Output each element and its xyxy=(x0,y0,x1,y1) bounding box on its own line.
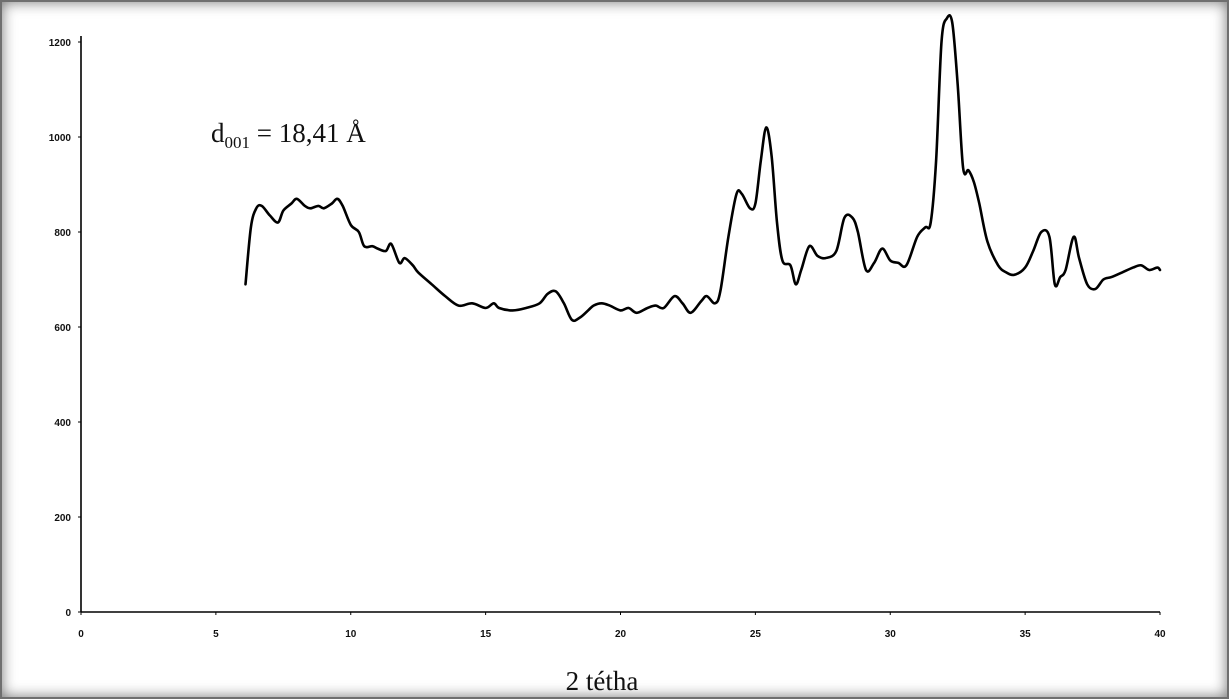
series-layer xyxy=(244,13,1162,323)
x-tick-label: 25 xyxy=(750,629,762,640)
x-axis-label: 2 tétha xyxy=(566,666,639,696)
y-tick-label: 600 xyxy=(54,323,71,334)
d-spacing-annotation: d001 = 18,41 Å xyxy=(211,118,366,152)
x-tick-label: 5 xyxy=(213,629,219,640)
x-tick-label: 15 xyxy=(480,629,492,640)
x-tick-label: 35 xyxy=(1020,629,1032,640)
y-tick-label: 400 xyxy=(54,418,71,429)
x-tick-label: 30 xyxy=(885,629,897,640)
y-tick-label: 1000 xyxy=(49,133,72,144)
ticks: 0 200 400 600 800 1000 1200 0 5 10 15 20 25 30 35 40 xyxy=(49,38,1166,640)
axes xyxy=(80,36,1160,613)
y-tick-label: 1200 xyxy=(49,38,72,49)
y-tick-label: 800 xyxy=(54,228,71,239)
y-tick-label: 0 xyxy=(65,608,71,619)
x-tick-label: 10 xyxy=(345,629,357,640)
x-tick-label: 20 xyxy=(615,629,627,640)
series-line xyxy=(244,13,1162,323)
annotation-main: d xyxy=(211,118,225,148)
annotation-rest: = 18,41 Å xyxy=(250,118,366,148)
y-tick-label: 200 xyxy=(54,513,71,524)
x-tick-label: 40 xyxy=(1154,629,1166,640)
annotation-subscript: 001 xyxy=(225,133,251,152)
x-tick-label: 0 xyxy=(78,629,84,640)
